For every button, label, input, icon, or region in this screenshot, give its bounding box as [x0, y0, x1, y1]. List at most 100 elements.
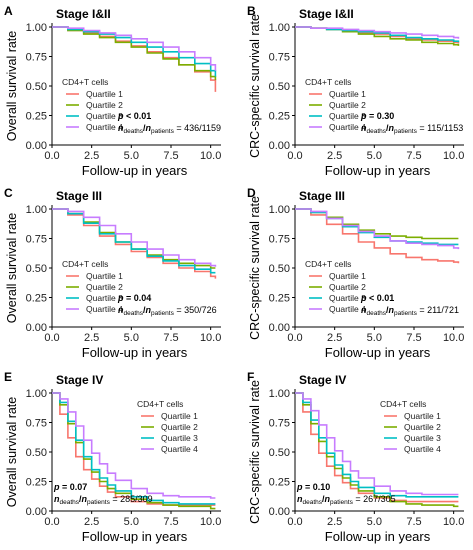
panel-letter: F [247, 370, 254, 384]
legend-title: CD4+T cells [62, 259, 108, 269]
panel-d: D Stage III 0.00 0.25 0.50 0.75 1.00 0.0 2.5 5.0 7… [247, 186, 464, 360]
x-tick-label: 5.0 [124, 332, 139, 344]
y-tick-label: 1.00 [269, 22, 290, 34]
y-tick-label: 0.00 [26, 506, 47, 518]
y-tick-label: 1.00 [269, 204, 290, 216]
x-tick-label: 0.0 [287, 150, 302, 162]
x-tick-label: 0.0 [287, 516, 302, 528]
stage-title: Stage III [56, 189, 102, 203]
y-tick-label: 0.00 [26, 140, 47, 152]
legend-entry: Quartile 2 [161, 422, 198, 432]
panel-c: C Stage III 0.00 0.25 0.50 0.75 1.00 0.0 2.5 5.0 7… [4, 186, 221, 360]
y-tick-label: 0.75 [269, 418, 290, 430]
x-tick-label: 7.5 [406, 150, 421, 162]
y-tick-label: 0.50 [269, 447, 290, 459]
x-tick-label: 5.0 [367, 150, 382, 162]
y-tick-label: 0.75 [26, 234, 47, 246]
y-tick-label: 0.00 [269, 506, 290, 518]
x-tick-label: 0.0 [44, 332, 59, 344]
x-tick-label: 7.5 [163, 150, 178, 162]
series-line-quartile-1 [295, 208, 460, 264]
y-tick-label: 0.50 [26, 263, 47, 275]
counts-annotation: ndeaths/npatients = 436/1159 [118, 123, 221, 135]
p-value: p = 0.07 [53, 482, 87, 492]
y-axis-label: CRC-specific survival rate [248, 380, 262, 524]
legend-entry: Quartile 4 [86, 122, 123, 132]
stage-title: Stage III [299, 189, 345, 203]
y-tick-label: 1.00 [26, 388, 47, 400]
stage-title: Stage IV [299, 373, 346, 387]
legend-title: CD4+T cells [305, 259, 351, 269]
legend-entry: Quartile 3 [86, 111, 123, 121]
panel-b: B Stage I&II 0.00 0.25 0.50 0.75 1.00 0.0 2.5 5.0… [247, 4, 464, 178]
x-axis-label: Follow-up in years [325, 529, 431, 544]
y-tick-label: 0.50 [269, 81, 290, 93]
legend-entry: Quartile 3 [329, 293, 366, 303]
series-line-quartile-4 [52, 392, 216, 499]
legend-entry: Quartile 1 [404, 411, 441, 421]
series-line-quartile-4 [52, 26, 217, 71]
y-tick-label: 0.75 [26, 52, 47, 64]
x-tick-label: 0.0 [287, 332, 302, 344]
y-axis-label: Overall survival rate [5, 213, 19, 323]
counts-annotation: ndeaths/npatients = 285/309 [54, 494, 153, 506]
y-tick-label: 0.25 [26, 111, 47, 123]
series-line-quartile-3 [295, 392, 459, 498]
legend-entry: Quartile 2 [86, 282, 123, 292]
counts-annotation: ndeaths/npatients = 267/305 [297, 494, 396, 506]
legend-entry: Quartile 4 [86, 304, 123, 314]
panel-e: E Stage IV 0.00 0.25 0.50 0.75 1.00 0.0 2.5 5.0 7.… [4, 370, 221, 544]
series-line-quartile-2 [52, 392, 216, 510]
x-tick-label: 5.0 [367, 516, 382, 528]
legend-title: CD4+T cells [62, 77, 108, 87]
legend-title: CD4+T cells [305, 77, 351, 87]
counts-annotation: ndeaths/npatients = 115/1153 [361, 123, 463, 135]
panel-letter: B [247, 4, 256, 18]
panel-a: A Stage I&II 0.00 0.25 0.50 0.75 1.00 0.0 2.5 5.0… [4, 4, 221, 178]
series-line-quartile-2 [295, 26, 460, 46]
x-tick-label: 10.0 [443, 150, 464, 162]
x-axis-label: Follow-up in years [325, 163, 431, 178]
panel-letter: D [247, 186, 256, 200]
x-tick-label: 0.0 [44, 516, 59, 528]
y-tick-label: 0.75 [26, 418, 47, 430]
series-line-quartile-4 [52, 208, 217, 267]
legend-entry: Quartile 3 [86, 293, 123, 303]
series-line-quartile-4 [295, 392, 459, 496]
p-value: p < 0.01 [117, 111, 151, 121]
y-axis-label: Overall survival rate [5, 31, 19, 141]
x-tick-label: 2.5 [327, 516, 342, 528]
series-line-quartile-4 [295, 26, 460, 39]
x-tick-label: 2.5 [327, 150, 342, 162]
p-value: p = 0.04 [117, 293, 151, 303]
x-axis-label: Follow-up in years [82, 345, 188, 360]
legend-entry: Quartile 3 [329, 111, 366, 121]
x-tick-label: 7.5 [163, 516, 178, 528]
legend-entry: Quartile 1 [86, 89, 123, 99]
legend-entry: Quartile 1 [329, 89, 366, 99]
x-tick-label: 10.0 [200, 150, 221, 162]
y-tick-label: 0.25 [269, 477, 290, 489]
legend-entry: Quartile 3 [404, 433, 441, 443]
legend-entry: Quartile 1 [329, 271, 366, 281]
y-axis-label: CRC-specific survival rate [248, 14, 262, 158]
y-tick-label: 0.25 [269, 111, 290, 123]
x-tick-label: 2.5 [84, 516, 99, 528]
p-value: p < 0.01 [360, 293, 394, 303]
stage-title: Stage I&II [299, 7, 354, 21]
y-tick-label: 0.25 [26, 477, 47, 489]
x-tick-label: 2.5 [84, 332, 99, 344]
panel-letter: C [4, 186, 13, 200]
series-line-quartile-2 [52, 26, 217, 81]
x-tick-label: 5.0 [367, 332, 382, 344]
y-tick-label: 0.75 [269, 234, 290, 246]
x-tick-label: 7.5 [406, 332, 421, 344]
legend-title: CD4+T cells [380, 399, 426, 409]
y-tick-label: 1.00 [26, 22, 47, 34]
x-tick-label: 5.0 [124, 150, 139, 162]
x-tick-label: 7.5 [163, 332, 178, 344]
series-line-quartile-3 [52, 392, 216, 505]
x-tick-label: 2.5 [84, 150, 99, 162]
legend-entry: Quartile 3 [161, 433, 198, 443]
